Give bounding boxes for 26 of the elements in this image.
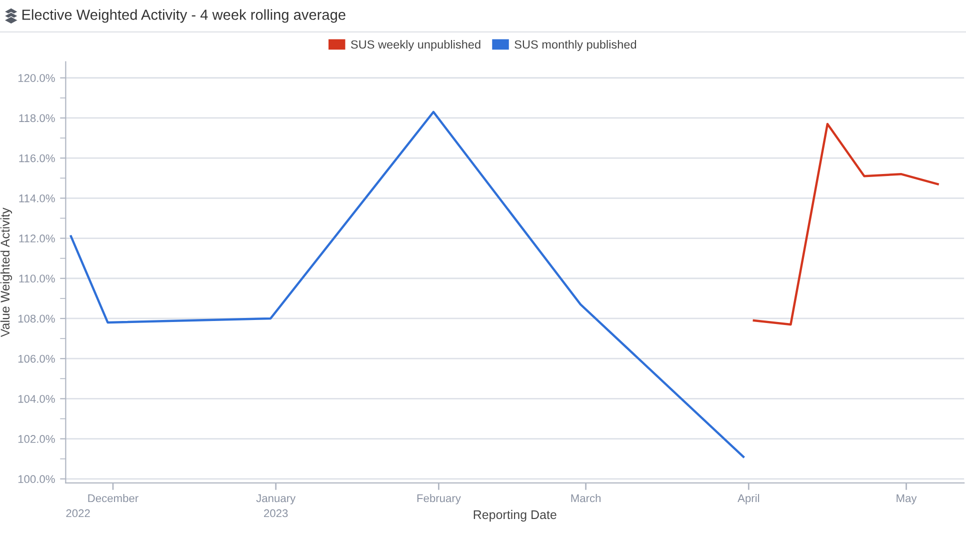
x-axis-title: Reporting Date [474, 510, 556, 522]
x-tick-label: April [738, 494, 760, 504]
y-tick-label: 100.0% [18, 475, 55, 484]
text: 2023 [264, 509, 288, 518]
y-tick-label: 104.0% [18, 394, 55, 403]
legend-label: SUS monthly published [514, 40, 636, 52]
x-tick-label: February [417, 494, 461, 504]
x-tick-label: January [256, 494, 296, 504]
y-axis-title: Value Weighted Activity [0, 208, 12, 338]
y-tick-label: 120.0% [18, 74, 55, 82]
y-tick-label: 110.0% [19, 274, 55, 283]
y-tick-label: 106.0% [18, 354, 55, 363]
x-tick-label: March [571, 494, 601, 502]
text: 2022 [66, 509, 90, 518]
x-tick-label: May [896, 494, 917, 504]
y-tick-label: 108.0% [18, 314, 55, 323]
y-tick-label: 112.0% [19, 234, 55, 242]
y-tick-label: 114.0% [19, 194, 55, 202]
legend-label: SUS weekly unpublished [350, 40, 480, 52]
chart-title: Elective Weighted Activity - 4 week rolling average [22, 9, 346, 23]
y-tick-label: 102.0% [18, 435, 55, 443]
y-tick-label: 116.0% [19, 154, 55, 162]
line-series [752, 122, 939, 326]
line-series [70, 110, 745, 458]
x-tick-label: December [88, 494, 138, 502]
y-tick-label: 118.0% [19, 114, 55, 122]
